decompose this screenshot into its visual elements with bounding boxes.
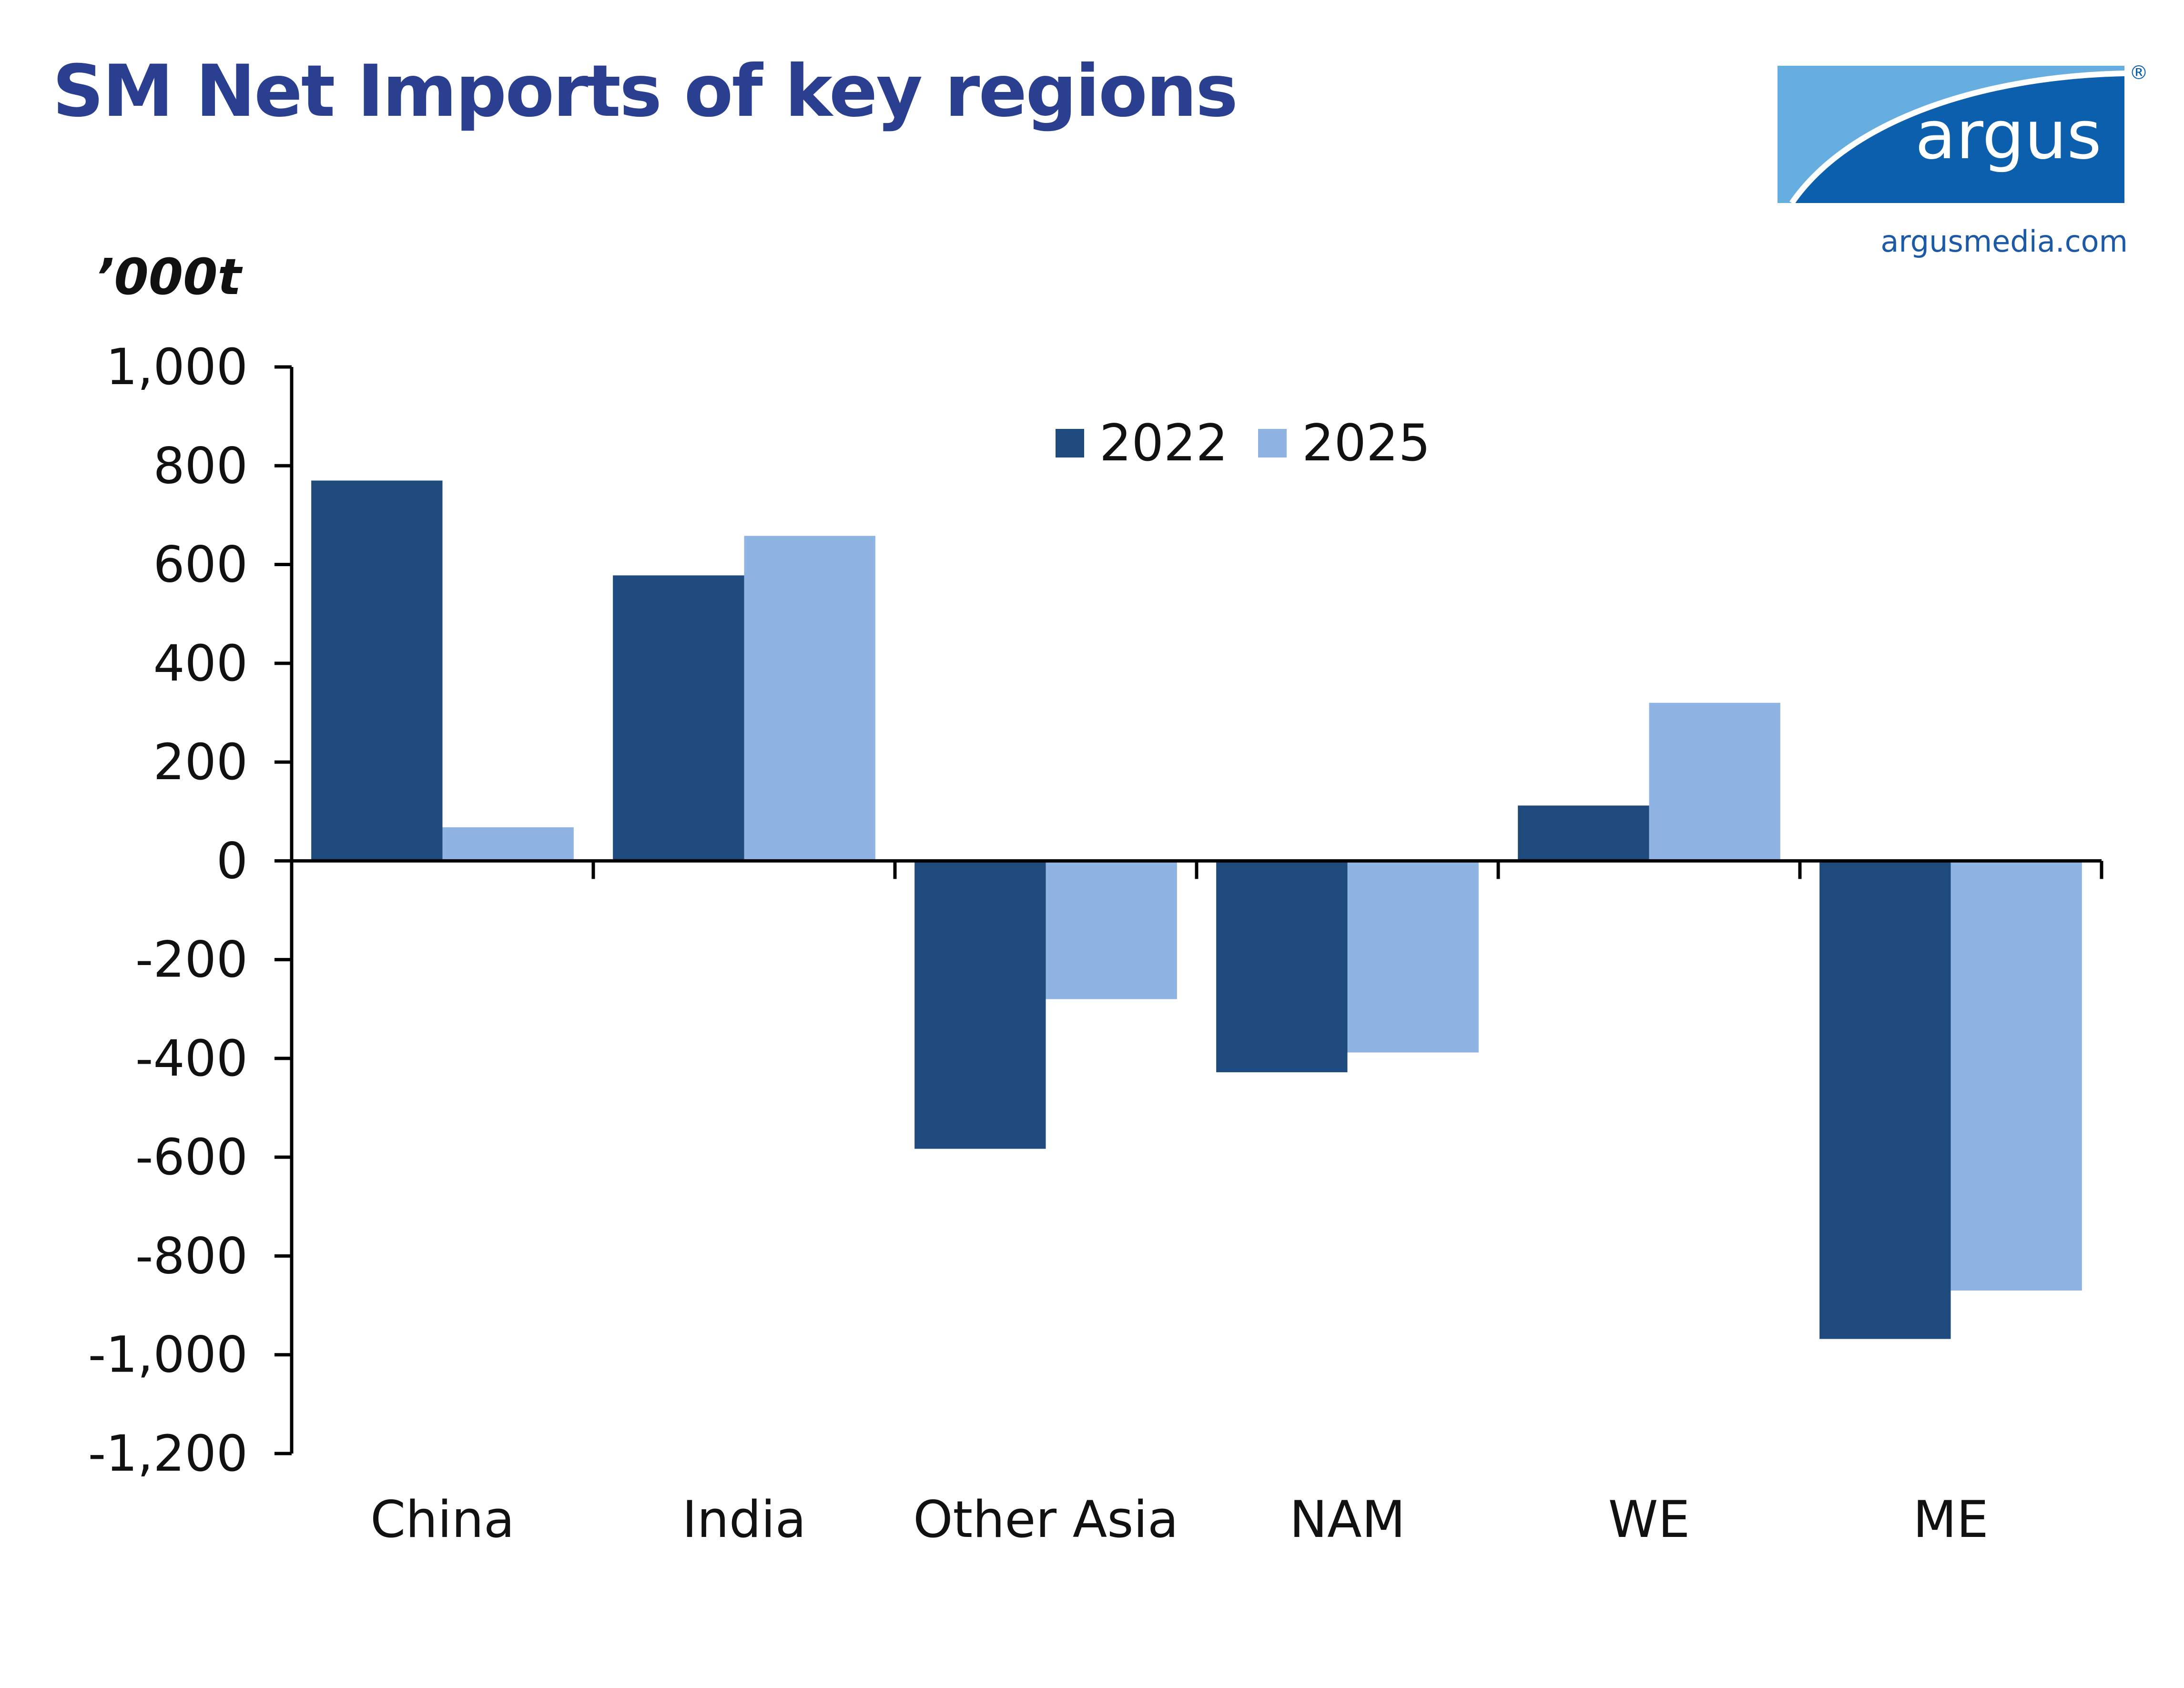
y-axis-unit-label: ’000t — [95, 248, 242, 306]
argus-logo-graphic: argus ® — [1778, 62, 2148, 205]
y-tick-label: 400 — [153, 634, 248, 692]
x-labels-group: China India Other Asia NAM WE ME — [370, 1490, 1989, 1549]
bar-other-asia-2022 — [914, 861, 1046, 1149]
bar-other-asia-2025 — [1046, 861, 1177, 999]
y-ticks-group: 1,000 800 600 400 200 0 -200 -400 -600 -800 -1,000… — [88, 338, 292, 1483]
y-tick-label: -200 — [135, 931, 248, 989]
y-tick-label: 200 — [153, 733, 248, 791]
legend-swatch-2022 — [1056, 429, 1084, 458]
logo-swoosh — [1778, 66, 2124, 203]
y-tick-label: -600 — [135, 1128, 248, 1186]
bar-china-2025 — [442, 827, 574, 861]
axes-group — [290, 367, 2103, 1454]
y-tick-label: -800 — [135, 1227, 248, 1285]
category-label: India — [682, 1490, 806, 1549]
category-label: Other Asia — [913, 1490, 1178, 1549]
y-tick-label: 1,000 — [106, 338, 248, 396]
category-label: China — [370, 1490, 515, 1549]
bar-me-2022 — [1819, 861, 1951, 1339]
legend-label-2022: 2022 — [1099, 414, 1228, 472]
bar-india-2025 — [744, 536, 875, 861]
bars-group — [311, 480, 2082, 1339]
bar-nam-2025 — [1347, 861, 1479, 1053]
legend: 2022 2025 — [1056, 414, 1431, 472]
logo-url[interactable]: argusmedia.com — [1880, 224, 2128, 259]
argus-logo: argus ® — [1778, 62, 2149, 206]
bar-we-2025 — [1649, 702, 1780, 861]
y-tick-label: 0 — [216, 832, 248, 890]
legend-swatch-2025 — [1258, 429, 1287, 458]
category-label: WE — [1608, 1490, 1690, 1549]
bar-china-2022 — [311, 480, 443, 861]
registered-mark: ® — [2129, 63, 2148, 84]
bar-we-2022 — [1518, 805, 1649, 861]
logo-swoosh-line — [1789, 71, 2125, 205]
bar-nam-2022 — [1216, 861, 1348, 1072]
legend-label-2025: 2025 — [1302, 414, 1431, 472]
bar-me-2025 — [1950, 861, 2082, 1291]
y-tick-label: 800 — [153, 437, 248, 495]
chart-title: SM Net Imports of key regions — [52, 50, 1238, 133]
logo-wordmark: argus — [1915, 97, 2102, 174]
category-label: NAM — [1290, 1490, 1405, 1549]
y-tick-label: -400 — [135, 1029, 248, 1088]
y-tick-label: -1,200 — [88, 1424, 248, 1483]
category-label: ME — [1913, 1490, 1988, 1549]
y-tick-label: -1,000 — [88, 1326, 248, 1384]
bar-india-2022 — [613, 575, 744, 861]
y-tick-label: 600 — [153, 536, 248, 594]
